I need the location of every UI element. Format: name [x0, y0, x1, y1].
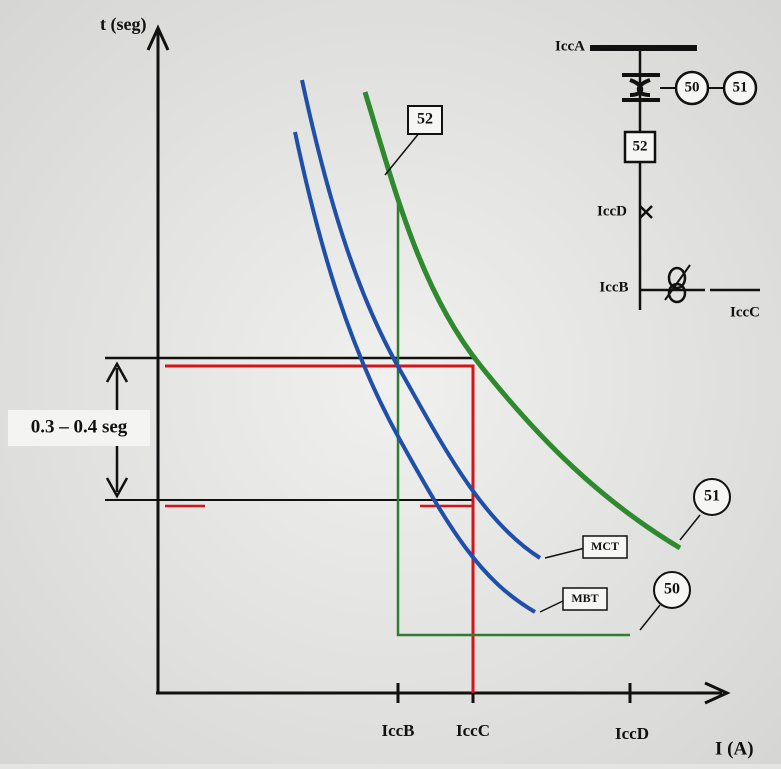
callout-label: 50	[664, 581, 680, 598]
callout-label: 51	[704, 488, 720, 505]
bus-label: IccA	[555, 38, 585, 54]
breaker-label: 52	[633, 138, 648, 154]
interval-label: 0.3 – 0.4 seg	[31, 416, 128, 437]
relay-label: 51	[733, 79, 748, 95]
y-axis-label: t (seg)	[100, 14, 146, 35]
page: t (seg) I (A) IccB IccC IccD 0.3 – 0.4 s…	[0, 0, 781, 764]
fault-label: IccC	[730, 304, 760, 320]
fault-label: IccD	[597, 203, 627, 219]
relay-label: 50	[685, 79, 700, 95]
callout-label: MCT	[591, 539, 619, 553]
x-tick-label: IccC	[456, 721, 490, 740]
diagram: t (seg) I (A) IccB IccC IccD 0.3 – 0.4 s…	[0, 0, 781, 764]
x-tick-label: IccD	[615, 724, 649, 743]
callout-label: MBT	[571, 591, 598, 605]
fault-label: IccB	[599, 279, 628, 295]
x-axis-label: I (A)	[715, 738, 754, 759]
x-tick-label: IccB	[381, 721, 414, 740]
callout-label: 52	[417, 111, 433, 128]
